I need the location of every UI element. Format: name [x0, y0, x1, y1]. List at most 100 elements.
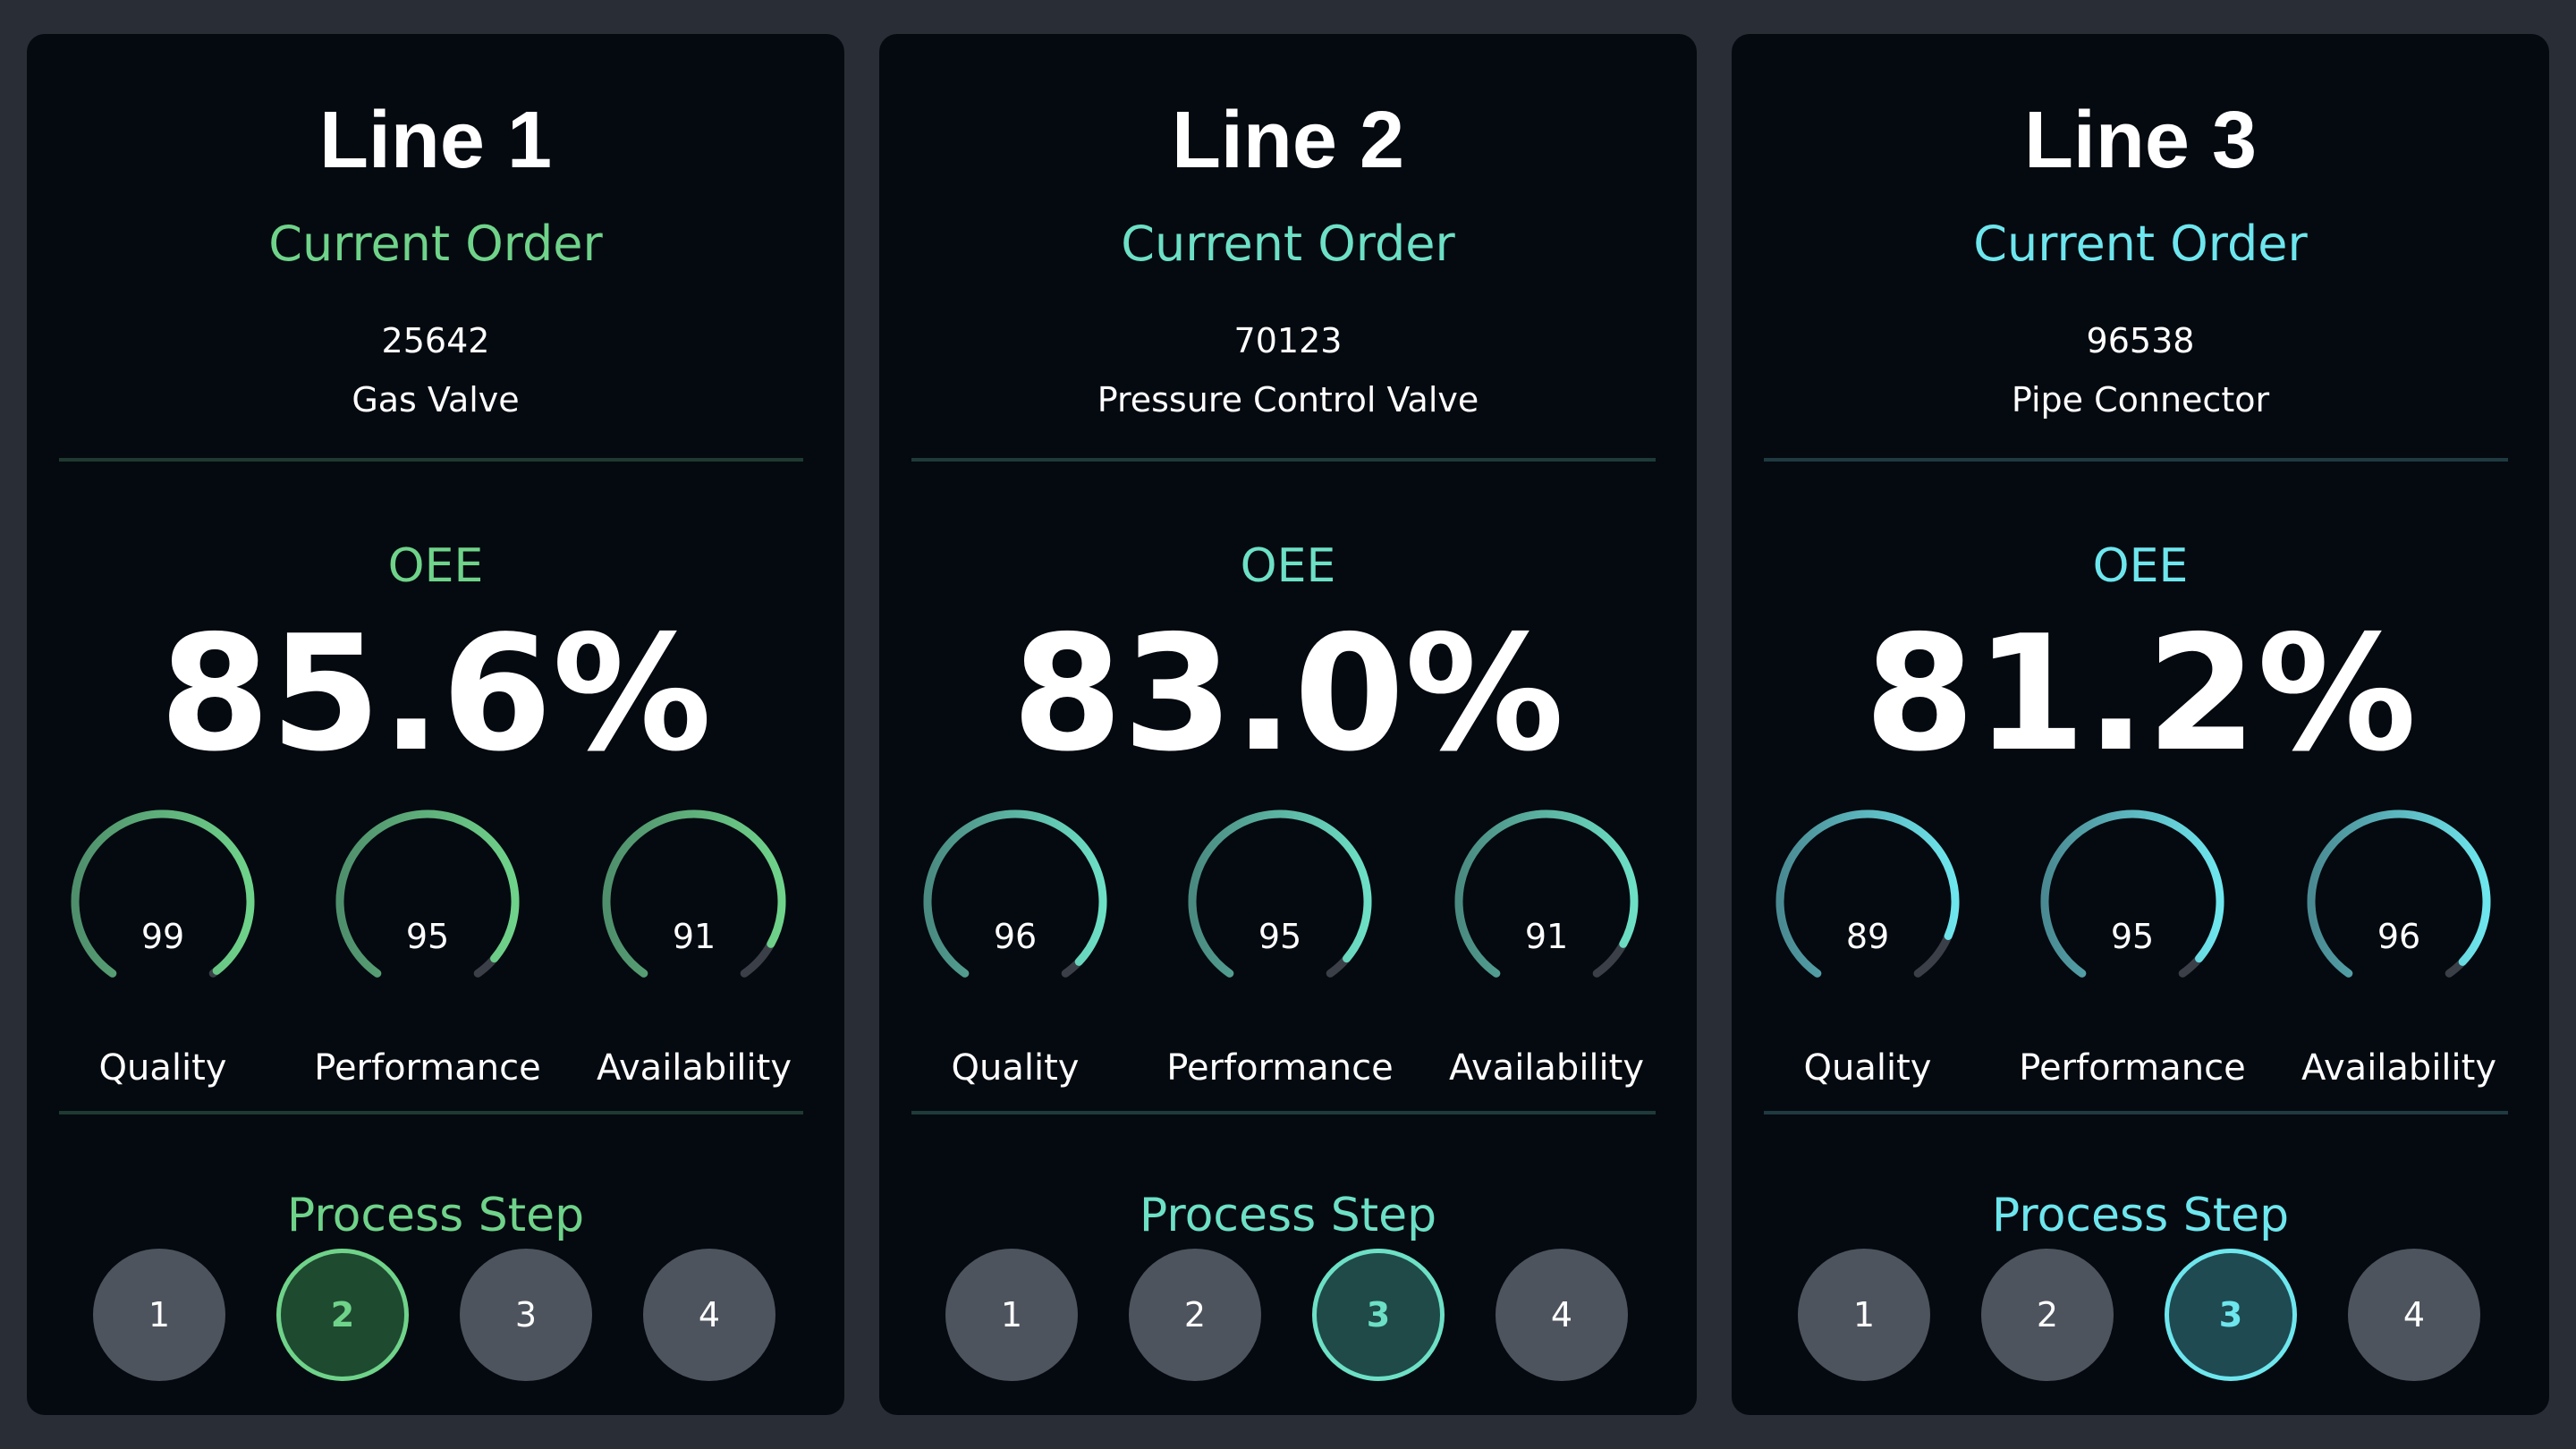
- gauge-label: Quality: [98, 1047, 227, 1089]
- gauge-fill: [2307, 809, 2491, 978]
- order-product: Pressure Control Valve: [1097, 380, 1479, 419]
- process-step-1[interactable]: 1: [945, 1249, 1078, 1381]
- process-step-number: 4: [1550, 1295, 1573, 1335]
- gauge-fill: [2040, 809, 2224, 978]
- metric-gauge: 96 Availability: [2274, 803, 2524, 1098]
- process-step-number: 2: [1183, 1295, 1207, 1335]
- oee-value: 85.6%: [159, 601, 712, 786]
- divider: [59, 1111, 803, 1114]
- process-step-number: 1: [1000, 1295, 1023, 1335]
- gauge-ring: [71, 809, 255, 978]
- process-step-number: 3: [514, 1295, 538, 1335]
- gauge-value: 91: [672, 917, 716, 956]
- process-step-3[interactable]: 3: [2165, 1249, 2297, 1381]
- current-order-heading: Current Order: [1973, 216, 2308, 272]
- divider: [911, 1111, 1656, 1114]
- gauge-label: Performance: [2019, 1047, 2246, 1089]
- process-step-heading: Process Step: [1139, 1189, 1437, 1242]
- metric-gauge: 91 Availability: [1421, 803, 1672, 1098]
- gauge-ring: [1454, 809, 1639, 978]
- process-step-2[interactable]: 2: [1981, 1249, 2114, 1381]
- oee-value: 81.2%: [1864, 601, 2417, 786]
- gauge-ring: [1775, 809, 1960, 978]
- gauge-ring: [602, 809, 786, 978]
- gauge-value: 91: [1524, 917, 1569, 956]
- line-title: Line 3: [2023, 96, 2258, 185]
- metric-gauge: 99 Quality: [38, 803, 288, 1098]
- current-order-heading: Current Order: [268, 216, 603, 272]
- gauge-label: Availability: [2301, 1047, 2497, 1089]
- process-step-heading: Process Step: [286, 1189, 585, 1242]
- gauge-fill: [1188, 809, 1372, 978]
- metric-gauge: 95 Performance: [302, 803, 553, 1098]
- order-number: 70123: [1233, 321, 1343, 360]
- gauge-fill: [1454, 809, 1639, 978]
- process-step-number: 2: [2036, 1295, 2059, 1335]
- gauge-label: Quality: [951, 1047, 1080, 1089]
- divider: [59, 458, 803, 462]
- gauge-value: 89: [1845, 917, 1890, 956]
- oee-heading: OEE: [2092, 539, 2189, 593]
- process-step-3[interactable]: 3: [1312, 1249, 1445, 1381]
- oee-heading: OEE: [387, 539, 484, 593]
- divider: [911, 458, 1656, 462]
- gauge-fill: [1775, 809, 1960, 978]
- order-product: Gas Valve: [352, 380, 520, 419]
- metric-gauge: 95 Performance: [1155, 803, 1405, 1098]
- process-step-number: 4: [2402, 1295, 2426, 1335]
- gauge-label: Performance: [314, 1047, 541, 1089]
- gauge-value: 96: [2377, 917, 2421, 956]
- line-panel: Line 2 Current Order 70123 Pressure Control…: [879, 34, 1697, 1415]
- gauge-ring: [1188, 809, 1372, 978]
- metric-gauge: 91 Availability: [569, 803, 819, 1098]
- gauge-ring: [2307, 809, 2491, 978]
- gauge-ring: [2040, 809, 2224, 978]
- process-step-4[interactable]: 4: [2348, 1249, 2480, 1381]
- gauge-label: Availability: [596, 1047, 792, 1089]
- line-panel: Line 1 Current Order 25642 Gas Valve OEE 85.6…: [27, 34, 844, 1415]
- gauge-fill: [71, 809, 255, 978]
- gauge-fill: [335, 809, 520, 978]
- gauge-fill: [923, 809, 1107, 978]
- gauge-value: 95: [1258, 917, 1302, 956]
- line-title: Line 2: [1171, 96, 1405, 185]
- gauge-value: 96: [993, 917, 1038, 956]
- gauge-value: 99: [140, 917, 185, 956]
- gauge-value: 95: [405, 917, 450, 956]
- gauge-value: 95: [2110, 917, 2155, 956]
- process-step-heading: Process Step: [1991, 1189, 2290, 1242]
- process-step-2[interactable]: 2: [1129, 1249, 1261, 1381]
- metric-gauge: 89 Quality: [1742, 803, 1993, 1098]
- line-title: Line 1: [318, 96, 553, 185]
- process-step-number: 3: [1366, 1295, 1391, 1335]
- process-step-4[interactable]: 4: [1496, 1249, 1628, 1381]
- current-order-heading: Current Order: [1121, 216, 1455, 272]
- gauge-label: Quality: [1803, 1047, 1932, 1089]
- process-step-number: 1: [1852, 1295, 1876, 1335]
- gauge-fill: [602, 809, 786, 978]
- process-step-4[interactable]: 4: [643, 1249, 775, 1381]
- metric-gauge: 95 Performance: [2007, 803, 2258, 1098]
- process-step-3[interactable]: 3: [460, 1249, 592, 1381]
- process-step-number: 4: [698, 1295, 721, 1335]
- process-step-number: 1: [148, 1295, 171, 1335]
- oee-value: 83.0%: [1012, 601, 1564, 786]
- process-step-1[interactable]: 1: [93, 1249, 225, 1381]
- process-step-number: 2: [330, 1295, 355, 1335]
- gauge-label: Availability: [1448, 1047, 1645, 1089]
- process-step-1[interactable]: 1: [1798, 1249, 1930, 1381]
- metric-gauge: 96 Quality: [890, 803, 1140, 1098]
- gauge-ring: [335, 809, 520, 978]
- process-step-number: 3: [2218, 1295, 2243, 1335]
- order-number: 96538: [2086, 321, 2195, 360]
- process-step-2[interactable]: 2: [276, 1249, 409, 1381]
- order-number: 25642: [381, 321, 490, 360]
- gauge-ring: [923, 809, 1107, 978]
- order-product: Pipe Connector: [2011, 380, 2270, 419]
- oee-heading: OEE: [1240, 539, 1336, 593]
- divider: [1764, 458, 2508, 462]
- divider: [1764, 1111, 2508, 1114]
- line-panel: Line 3 Current Order 96538 Pipe Connector OE…: [1732, 34, 2549, 1415]
- gauge-label: Performance: [1166, 1047, 1394, 1089]
